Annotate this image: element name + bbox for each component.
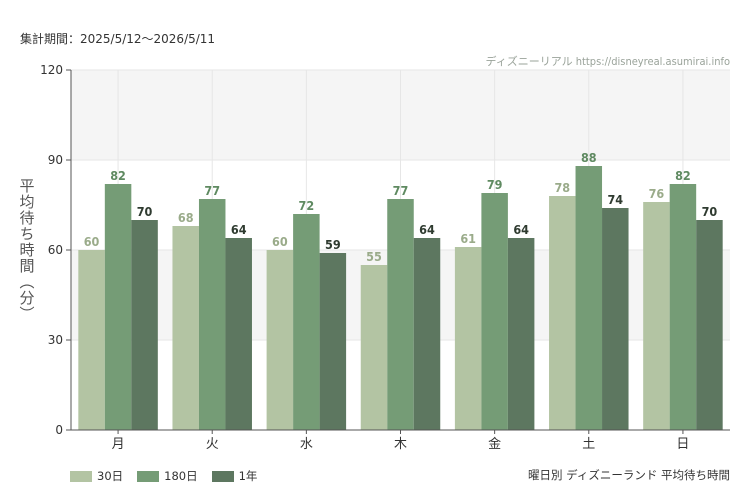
y-tick-label: 60 (48, 243, 63, 257)
bar-value-label: 60 (84, 234, 100, 249)
bar-value-label: 88 (581, 150, 597, 165)
legend-swatch-1y (211, 470, 234, 482)
y-tick-label: 30 (48, 333, 63, 347)
bar-1年-土 (602, 208, 629, 430)
legend: 30日 180日 1年 (70, 468, 257, 484)
x-tick-label: 火 (206, 437, 219, 452)
bar-1年-日 (696, 220, 723, 430)
bar-180日-月 (104, 184, 132, 430)
y-tick-label: 120 (40, 63, 63, 77)
bar-180日-金 (481, 193, 508, 430)
bar-value-label: 64 (419, 222, 435, 237)
x-tick-label: 水 (300, 437, 313, 452)
bar-value-label: 64 (231, 222, 247, 237)
bar-value-label: 72 (299, 198, 315, 213)
y-axis-label-wrap: 平均待ち時間（分） (12, 150, 42, 350)
bar-1年-木 (413, 238, 441, 430)
y-axis-label: 平均待ち時間（分） (17, 178, 36, 322)
bar-1年-火 (225, 238, 252, 430)
bar-value-label: 60 (272, 234, 288, 249)
x-tick-label: 金 (488, 436, 501, 452)
bar-1年-水 (319, 253, 347, 430)
x-tick-label: 月 (112, 437, 125, 452)
x-tick-label: 日 (676, 437, 689, 452)
bar-value-label: 61 (460, 231, 476, 246)
bar-value-label: 77 (393, 183, 409, 198)
watermark-text: ディズニーリアル https://disneyreal.asumirai.inf… (485, 55, 730, 68)
bar-30日-水 (266, 250, 294, 430)
legend-label-1y: 1年 (238, 469, 258, 483)
bar-30日-月 (78, 250, 105, 430)
bar-value-label: 78 (554, 180, 570, 195)
legend-label-30d: 30日 (97, 469, 124, 483)
bar-value-label: 68 (178, 210, 194, 225)
bar-30日-火 (172, 226, 199, 430)
legend-item-30d[interactable]: 30日 (70, 468, 123, 484)
legend-item-180d[interactable]: 180日 (137, 468, 198, 484)
bar-180日-土 (575, 166, 603, 430)
bar-value-label: 82 (110, 168, 126, 183)
bar-30日-土 (549, 196, 576, 430)
legend-swatch-180d (137, 470, 160, 482)
bar-value-label: 82 (675, 168, 691, 183)
bar-value-label: 74 (607, 192, 623, 207)
legend-item-1y[interactable]: 1年 (211, 468, 258, 484)
bar-30日-木 (360, 265, 388, 430)
bar-value-label: 70 (702, 204, 718, 219)
bar-1年-月 (131, 220, 158, 430)
legend-label-180d: 180日 (164, 469, 198, 483)
bar-180日-木 (387, 199, 414, 430)
bar-value-label: 59 (325, 237, 341, 252)
x-tick-label: 木 (394, 437, 407, 452)
bar-30日-金 (454, 247, 482, 430)
bar-180日-火 (198, 199, 226, 430)
bar-1年-金 (507, 238, 535, 430)
bar-value-label: 79 (487, 177, 503, 192)
bar-value-label: 70 (137, 204, 153, 219)
bar-180日-水 (293, 214, 320, 430)
bar-value-label: 64 (513, 222, 529, 237)
y-tick-label: 90 (48, 153, 63, 167)
bar-value-label: 76 (649, 186, 665, 201)
x-tick-label: 土 (582, 437, 595, 452)
bar-30日-日 (643, 202, 670, 430)
bar-value-label: 55 (366, 249, 382, 264)
chart-footnote: 曜日別 ディズニーランド 平均待ち時間 (527, 468, 730, 482)
period-label: 集計期間：2025/5/12〜2026/5/11 (20, 32, 216, 46)
y-tick-label: 0 (55, 423, 63, 437)
bar-value-label: 77 (204, 183, 220, 198)
bar-180日-日 (669, 184, 697, 430)
legend-swatch-30d (70, 470, 92, 482)
